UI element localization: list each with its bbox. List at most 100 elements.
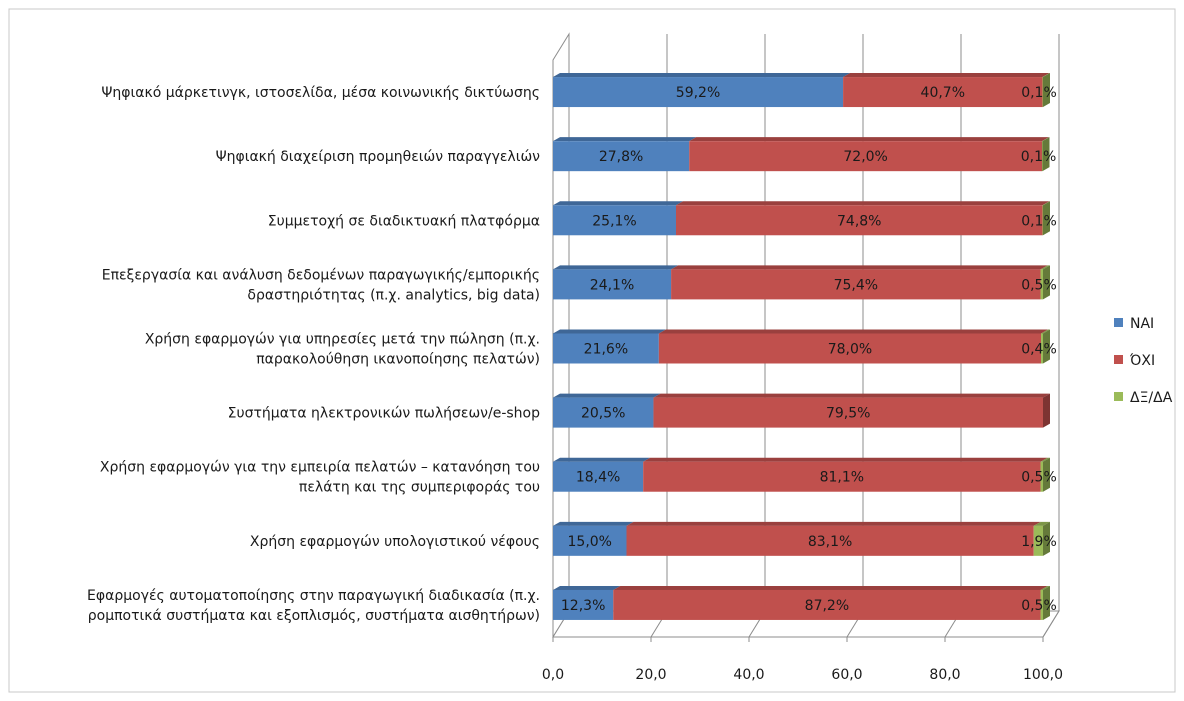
legend-label: ΌΧΙ <box>1129 353 1155 369</box>
bar-segment-ΝΑΙ <box>553 393 661 428</box>
bar-top-face <box>553 521 634 526</box>
data-label: 24,1% <box>590 277 634 293</box>
data-label: 87,2% <box>805 598 849 614</box>
x-tick-label: 0,0 <box>542 667 564 683</box>
bar-top-face <box>553 201 683 206</box>
bar-front-face <box>626 525 1034 556</box>
bar-side-face <box>1043 393 1050 428</box>
data-label: 83,1% <box>808 534 852 550</box>
bar-front-face <box>675 205 1043 236</box>
category-label: Συστήματα ηλεκτρονικών πωλήσεων/e-shop <box>228 406 540 422</box>
data-label: 72,0% <box>843 149 887 165</box>
bar-top-face <box>1040 265 1050 270</box>
data-label: 0,5% <box>1021 598 1057 614</box>
category-label: Επεξεργασία και ανάλυση δεδομένων παραγω… <box>102 267 540 283</box>
data-label: 1,9% <box>1021 534 1057 550</box>
bar-segment-ΔΞ/ΔΑ <box>1040 265 1050 300</box>
data-label: 0,1% <box>1021 85 1057 101</box>
data-label: 0,4% <box>1021 342 1057 358</box>
bar-top-face <box>553 137 697 142</box>
bar-front-face <box>689 141 1043 172</box>
bar-segment-ΌΧΙ <box>689 137 1050 172</box>
bar-segment-ΌΧΙ <box>675 201 1050 236</box>
legend-label: ΝΑΙ <box>1130 316 1154 332</box>
category-label: Συμμετοχή σε διαδικτυακή πλατφόρμα <box>268 213 540 229</box>
bar-top-face <box>1041 329 1050 334</box>
bar-segment-ΌΧΙ <box>653 393 1050 428</box>
bar-segment-ΔΞ/ΔΑ <box>1040 457 1050 492</box>
bar-segment-ΝΑΙ <box>553 137 697 172</box>
bar-top-face <box>1042 137 1050 142</box>
bar-top-face <box>1040 457 1050 462</box>
bar-front-face <box>843 77 1043 108</box>
bar-top-face <box>653 393 1050 398</box>
bar-segment-ΝΑΙ <box>553 457 651 492</box>
data-label: 81,1% <box>820 470 864 486</box>
bar-top-face <box>613 585 1048 590</box>
x-tick-label: 80,0 <box>929 667 960 683</box>
category-label: Ψηφιακό μάρκετινγκ, ιστοσελίδα, μέσα κοι… <box>101 85 540 101</box>
bar-segment-ΌΧΙ <box>626 521 1041 556</box>
bar-segment-ΝΑΙ <box>553 201 683 236</box>
bar-segment-ΝΑΙ <box>553 73 851 108</box>
bar-front-face <box>613 589 1041 620</box>
bar-front-face <box>1033 525 1043 556</box>
legend-swatch <box>1114 392 1123 401</box>
bar-front-face <box>553 525 627 556</box>
x-tick-label: 60,0 <box>831 667 862 683</box>
data-label: 0,1% <box>1021 149 1057 165</box>
bar-front-face <box>553 205 676 236</box>
category-label: Χρήση εφαρμογών για την εμπειρία πελατών… <box>100 460 540 476</box>
bar-side-face <box>1043 73 1050 108</box>
bar-side-face <box>1043 265 1050 300</box>
bar-top-face <box>1042 73 1050 78</box>
bar-front-face <box>658 333 1042 364</box>
bar-top-face <box>643 457 1048 462</box>
bar-top-face <box>671 265 1048 270</box>
bar-top-face <box>553 329 666 334</box>
category-label: πελάτη και της συμπεριφοράς του <box>299 480 540 496</box>
data-label: 21,6% <box>584 342 628 358</box>
bar-segment-ΌΧΙ <box>658 329 1049 364</box>
legend: ΝΑΙ ΌΧΙ ΔΞ/ΔΑ <box>1114 316 1173 406</box>
bar-top-face <box>1042 201 1050 206</box>
category-label: Εφαρμογές αυτοματοποίησης στην παραγωγικ… <box>87 588 540 604</box>
bar-segment-ΝΑΙ <box>553 585 621 620</box>
bar-front-face <box>553 77 844 108</box>
x-tick-label: 40,0 <box>733 667 764 683</box>
data-label: 15,0% <box>568 534 612 550</box>
category-label: Ψηφιακή διαχείριση προμηθειών παραγγελιώ… <box>216 149 541 165</box>
bar-segment-ΌΧΙ <box>843 73 1050 108</box>
bar-top-face <box>553 393 661 398</box>
data-label: 0,1% <box>1021 213 1057 229</box>
bar-side-face <box>1043 521 1050 556</box>
x-tick-label: 20,0 <box>635 667 666 683</box>
category-label: Χρήση εφαρμογών για υπηρεσίες μετά την π… <box>145 332 540 348</box>
x-axis-ticks: 0,0 20,0 40,0 60,0 80,0 100,0 <box>542 637 1063 683</box>
bar-segment-ΔΞ/ΔΑ <box>1040 585 1050 620</box>
bar-segment-ΌΧΙ <box>643 457 1048 492</box>
data-label: 40,7% <box>921 85 965 101</box>
bar-front-face <box>553 397 654 428</box>
category-label: δραστηριότητας (π.χ. analytics, big data… <box>247 287 540 303</box>
category-label: ρομποτικά συστήματα και εξοπλισμός, συστ… <box>88 608 540 624</box>
bar-front-face <box>1040 461 1043 492</box>
bar-side-face <box>1043 201 1050 236</box>
bar-segment-ΔΞ/ΔΑ <box>1041 329 1050 364</box>
bar-top-face <box>658 329 1049 334</box>
x-tick-label: 100,0 <box>1023 667 1063 683</box>
bar-segment-ΌΧΙ <box>671 265 1048 300</box>
data-label: 75,4% <box>834 277 878 293</box>
data-label: 79,5% <box>826 406 870 422</box>
bar-top-face <box>843 73 1050 78</box>
category-label: παρακολούθηση ικανοποίησης πελατών) <box>256 352 540 368</box>
bar-top-face <box>553 73 851 78</box>
bar-front-face <box>1040 589 1043 620</box>
data-label: 0,5% <box>1021 277 1057 293</box>
data-labels: 59,2% 40,7% 0,1% 27,8% 72,0% 0,1% 25,1% 74,8% 0,… <box>561 85 1057 614</box>
data-label: 25,1% <box>592 213 636 229</box>
bar-front-face <box>553 333 659 364</box>
bar-segment-ΔΞ/ΔΑ <box>1042 73 1050 108</box>
